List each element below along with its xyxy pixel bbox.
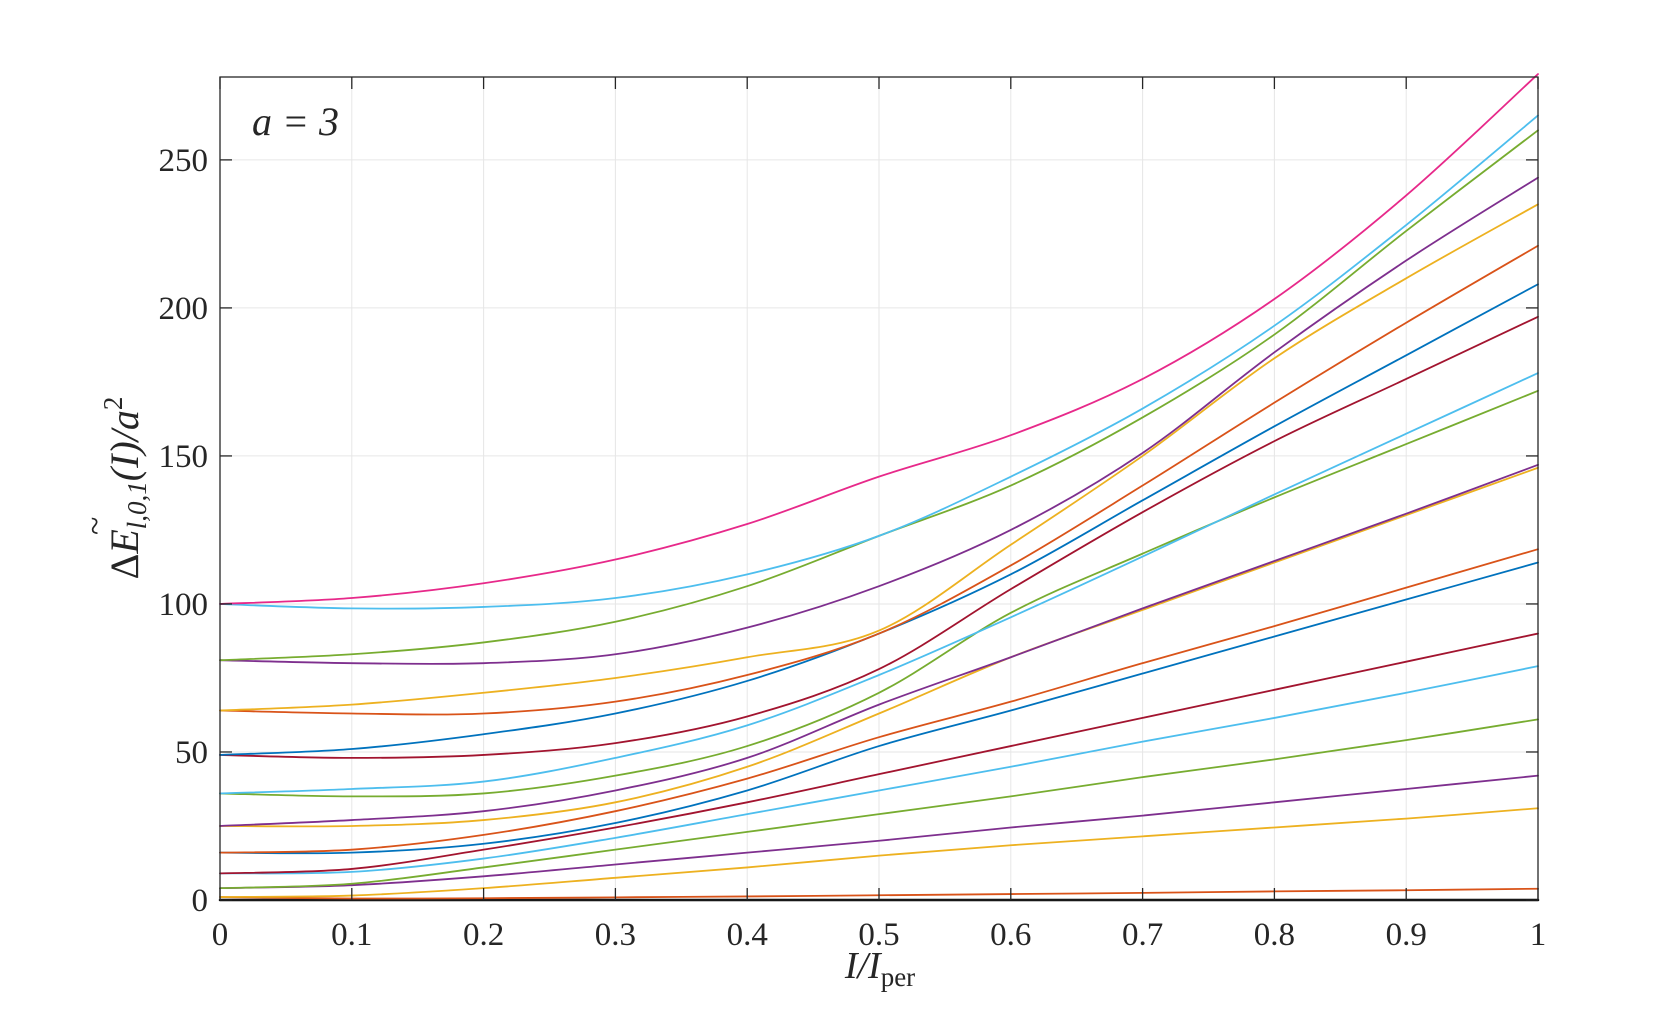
- x-tick-label: 0.9: [1386, 917, 1427, 953]
- series-line-17: [219, 176, 1539, 665]
- annotation: a = 3: [252, 99, 339, 144]
- y-axis-label: ΔEl,0,1(I)/a2 ~: [77, 397, 152, 580]
- x-tick-label: 0.8: [1254, 917, 1295, 953]
- x-tick-label: 0.7: [1122, 917, 1163, 953]
- series-line-12: [219, 372, 1539, 795]
- x-tick-label: 0.2: [463, 917, 504, 953]
- y-axis-label-delta: Δ: [102, 554, 147, 580]
- x-tick-label: 0.3: [595, 917, 636, 953]
- svg-text:ΔEl,0,1(I)/a2: ΔEl,0,1(I)/a2: [98, 397, 152, 580]
- y-axis-label-sub: l,0,1: [122, 481, 152, 529]
- x-tick-label: 0.5: [858, 917, 899, 953]
- series-line-4: [219, 718, 1539, 890]
- x-tick-label: 1: [1530, 917, 1547, 953]
- x-tick-label: 0.4: [727, 917, 768, 953]
- y-axis-label-tilde: ~: [77, 517, 114, 535]
- series-line-5: [219, 665, 1539, 875]
- series-line-8: [219, 548, 1539, 854]
- ticks: [219, 77, 1539, 901]
- y-axis-label-rest: (I)/a: [102, 410, 147, 481]
- y-tick-label: 200: [159, 291, 209, 327]
- y-axis-label-main: E: [102, 529, 147, 554]
- y-tick-label: 150: [159, 439, 209, 475]
- series-line-13: [219, 315, 1539, 759]
- series-line-20: [219, 73, 1539, 605]
- x-tick-label: 0.6: [990, 917, 1031, 953]
- x-axis-label: I/Iper: [844, 945, 915, 992]
- series-line-16: [219, 203, 1539, 712]
- series-line-9: [219, 466, 1539, 828]
- series-line-2: [219, 807, 1539, 898]
- series-line-7: [219, 561, 1539, 855]
- x-tick-label: 0.1: [331, 917, 372, 953]
- y-axis-label-sup: 2: [98, 397, 128, 411]
- y-tick-label: 100: [159, 587, 209, 623]
- y-tick-label: 0: [192, 883, 209, 919]
- x-axis-label-main: I/I: [844, 945, 883, 987]
- grid: [220, 77, 1538, 900]
- series-line-15: [219, 244, 1539, 716]
- series-line-3: [219, 774, 1539, 890]
- y-tick-label: 50: [175, 735, 208, 771]
- series-line-19: [219, 114, 1539, 610]
- series-line-6: [219, 632, 1539, 875]
- x-tick-label: 0: [212, 917, 229, 953]
- x-axis-label-sub: per: [881, 962, 915, 992]
- series-line-10: [219, 463, 1539, 827]
- series-line-11: [219, 389, 1539, 798]
- tick-labels: 0 0.1 0.2 0.3 0.4 0.5 0.6 0.7 0.8 0.9 1 0 50 100 150 20…: [159, 143, 1547, 953]
- y-tick-label: 250: [159, 143, 209, 179]
